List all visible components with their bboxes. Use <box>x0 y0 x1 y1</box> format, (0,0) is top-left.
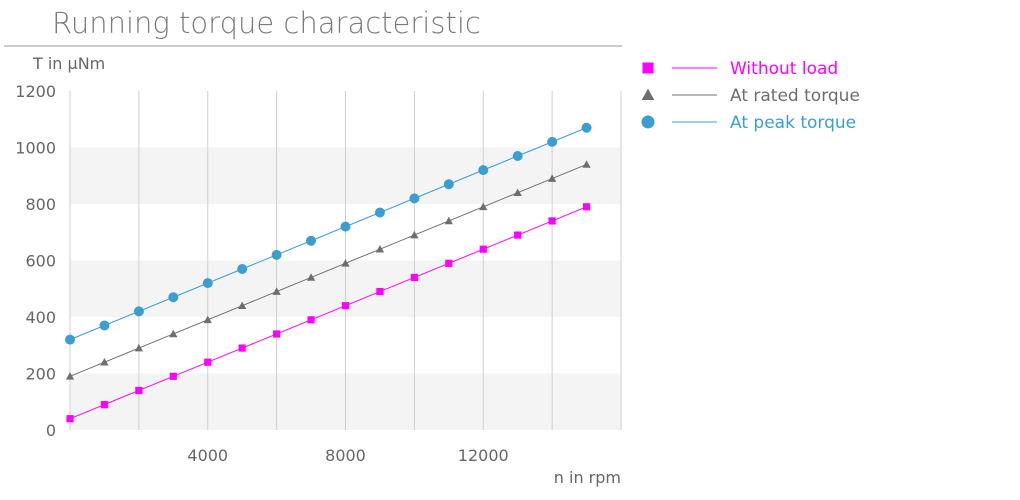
data-point <box>478 165 489 176</box>
data-point <box>410 230 419 239</box>
data-point <box>99 320 110 331</box>
data-point <box>237 263 248 274</box>
y-tick-label: 800 <box>25 195 56 214</box>
y-tick-label: 1200 <box>15 82 56 101</box>
data-point <box>272 287 281 295</box>
legend: Without load At rated torque At peak torqu… <box>641 59 860 133</box>
x-tick-label: 4000 <box>187 446 228 465</box>
data-point <box>271 249 282 260</box>
data-point <box>547 174 557 182</box>
data-point <box>204 358 212 366</box>
data-point <box>444 216 453 225</box>
vertical-gridlines <box>69 91 622 430</box>
data-point <box>581 122 592 133</box>
series-line <box>69 206 587 420</box>
series-group <box>65 122 592 423</box>
data-point <box>445 259 453 267</box>
legend-marker <box>641 115 655 129</box>
legend-marker <box>642 62 654 74</box>
data-point <box>547 136 558 147</box>
data-point <box>341 302 350 310</box>
y-tick-label: 400 <box>25 308 56 327</box>
y-tick-label: 1000 <box>15 139 56 158</box>
data-point <box>273 330 281 338</box>
data-point <box>169 372 177 380</box>
series-line <box>69 127 587 341</box>
data-point <box>307 316 315 324</box>
data-point <box>202 278 213 289</box>
tick-labels: 0 200 400 600 800 1000 1200 4000 8000 12000 <box>15 82 508 465</box>
data-point <box>168 292 179 303</box>
data-point <box>134 343 144 352</box>
data-point <box>65 372 75 380</box>
legend-label: At rated torque <box>730 86 860 106</box>
legend-marker <box>641 88 655 101</box>
series-line <box>69 163 587 377</box>
data-point <box>133 306 144 317</box>
data-point <box>479 245 487 253</box>
data-point <box>410 273 418 282</box>
data-point <box>376 287 384 296</box>
data-point <box>582 160 591 168</box>
data-point <box>238 301 247 310</box>
data-point <box>443 179 454 190</box>
data-point <box>375 245 385 253</box>
data-point <box>65 334 75 345</box>
data-point <box>582 203 591 211</box>
data-point <box>340 221 351 232</box>
data-point <box>513 188 522 197</box>
data-point <box>548 217 556 225</box>
legend-label: At peak torque <box>730 113 856 133</box>
data-point <box>512 150 523 161</box>
data-point <box>514 231 522 239</box>
data-point <box>409 193 420 204</box>
data-point <box>100 400 109 409</box>
data-point <box>374 207 385 218</box>
data-point <box>306 273 316 281</box>
x-tick-label: 8000 <box>325 446 366 465</box>
y-axis-label: T in µNm <box>32 54 105 73</box>
y-tick-label: 600 <box>25 252 56 271</box>
x-axis-label: n in rpm <box>554 468 621 487</box>
data-point <box>100 358 109 366</box>
data-point <box>135 386 143 395</box>
data-point <box>66 415 74 423</box>
y-tick-label: 0 <box>46 421 56 440</box>
legend-label: Without load <box>730 59 838 79</box>
y-tick-label: 200 <box>25 365 56 384</box>
data-point <box>203 315 212 324</box>
data-point <box>169 329 178 338</box>
data-point <box>306 235 317 246</box>
chart-title: Running torque characteristic <box>52 6 481 40</box>
data-point <box>341 259 350 267</box>
data-point <box>238 344 246 352</box>
x-tick-label: 12000 <box>458 446 509 465</box>
data-point <box>479 202 488 211</box>
